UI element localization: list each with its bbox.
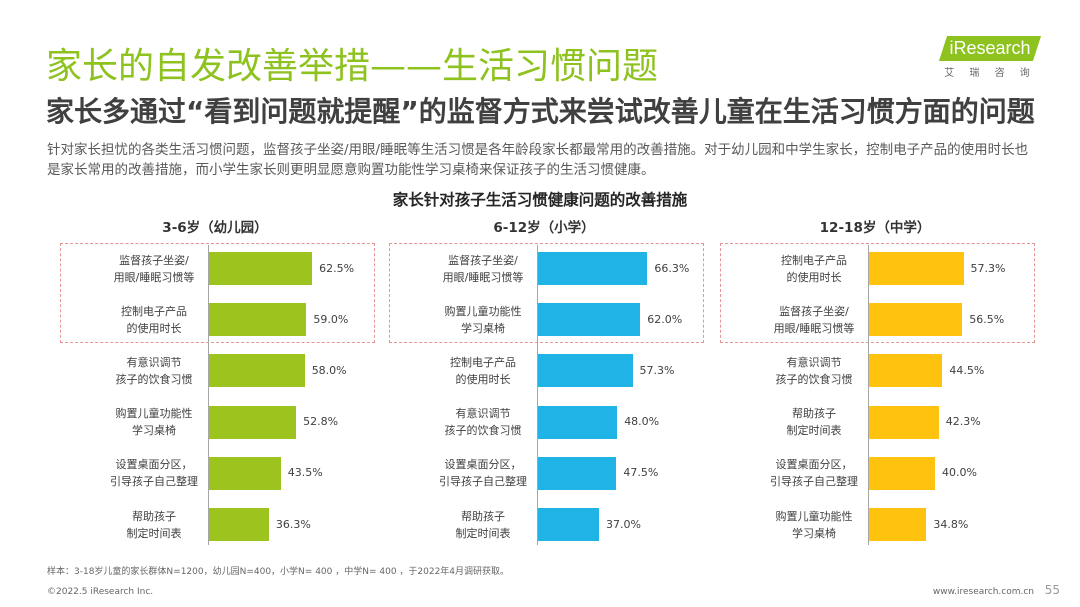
category-label: 监督孩子坐姿/ 用眼/睡眠习惯等: [435, 251, 531, 286]
bar: [869, 252, 964, 285]
data-label: 57.3%: [640, 363, 675, 379]
figure-title: 家长针对孩子生活习惯健康问题的改善措施: [0, 190, 1080, 210]
bar: [538, 303, 640, 336]
page-subtitle: 家长多通过“看到问题就提醒”的监督方式来尝试改善儿童在生活习惯方面的问题: [46, 94, 1035, 130]
website-url: www.iresearch.com.cn: [933, 586, 1034, 598]
logo-wordmark: iResearch: [938, 36, 1042, 61]
category-label: 购置儿童功能性 学习桌椅: [435, 302, 531, 337]
bar: [209, 457, 281, 490]
category-label: 设置桌面分区， 引导孩子自己整理: [766, 456, 862, 491]
category-label: 购置儿童功能性 学习桌椅: [766, 507, 862, 542]
category-label: 有意识调节 孩子的饮食习惯: [766, 353, 862, 388]
bar: [209, 508, 269, 541]
category-label: 帮助孩子 制定时间表: [766, 405, 862, 440]
data-label: 48.0%: [624, 414, 659, 430]
bar: [538, 252, 647, 285]
copyright: ©2022.5 iResearch Inc.: [47, 586, 153, 598]
axis-line: [208, 245, 209, 545]
chart-panel-middle-school: 12-18岁（中学） 控制电子产品 的使用时长 57.3% 监督孩子坐姿/ 用眼/睡…: [720, 218, 1035, 553]
category-label: 控制电子产品 的使用时长: [435, 353, 531, 388]
data-label: 34.8%: [933, 517, 968, 533]
panel-title: 6-12岁（小学）: [444, 218, 644, 238]
data-label: 47.5%: [623, 465, 658, 481]
page-number: 55: [1045, 582, 1060, 598]
data-label: 36.3%: [276, 517, 311, 533]
category-label: 帮助孩子 制定时间表: [435, 507, 531, 542]
panel-title: 12-18岁（中学）: [775, 218, 975, 238]
bar: [869, 457, 935, 490]
bar: [209, 303, 306, 336]
data-label: 40.0%: [942, 465, 977, 481]
data-label: 52.8%: [303, 414, 338, 430]
bar: [209, 406, 296, 439]
bar: [869, 303, 962, 336]
chart-panel-kindergarten: 3-6岁（幼儿园） 监督孩子坐姿/ 用眼/睡眠习惯等 62.5% 控制电子产品 的使…: [60, 218, 375, 553]
category-label: 帮助孩子 制定时间表: [106, 507, 202, 542]
category-label: 设置桌面分区， 引导孩子自己整理: [106, 456, 202, 491]
bar: [869, 508, 926, 541]
data-label: 56.5%: [969, 312, 1004, 328]
axis-line: [868, 245, 869, 545]
category-label: 有意识调节 孩子的饮食习惯: [435, 405, 531, 440]
data-label: 42.3%: [946, 414, 981, 430]
category-label: 控制电子产品 的使用时长: [106, 302, 202, 337]
chart-panel-primary-school: 6-12岁（小学） 监督孩子坐姿/ 用眼/睡眠习惯等 66.3% 购置儿童功能性 学…: [389, 218, 704, 553]
bar: [869, 406, 939, 439]
panel-title: 3-6岁（幼儿园）: [115, 218, 315, 238]
data-label: 59.0%: [313, 312, 348, 328]
bar: [538, 457, 616, 490]
bar: [538, 354, 633, 387]
summary-text: 针对家长担忧的各类生活习惯问题，监督孩子坐姿/用眼/睡眠等生活习惯是各年龄段家长…: [47, 140, 1035, 180]
axis-line: [537, 245, 538, 545]
data-label: 62.5%: [319, 261, 354, 277]
category-label: 设置桌面分区， 引导孩子自己整理: [435, 456, 531, 491]
logo-chinese-name: 艾 瑞 咨 询: [938, 67, 1042, 81]
data-label: 66.3%: [654, 261, 689, 277]
iresearch-logo: iResearch 艾 瑞 咨 询: [938, 36, 1042, 84]
data-label: 58.0%: [312, 363, 347, 379]
data-label: 43.5%: [288, 465, 323, 481]
category-label: 购置儿童功能性 学习桌椅: [106, 405, 202, 440]
category-label: 有意识调节 孩子的饮食习惯: [106, 353, 202, 388]
data-label: 62.0%: [647, 312, 682, 328]
category-label: 监督孩子坐姿/ 用眼/睡眠习惯等: [106, 251, 202, 286]
page-title: 家长的自发改善举措——生活习惯问题: [46, 46, 658, 88]
bar: [869, 354, 942, 387]
category-label: 监督孩子坐姿/ 用眼/睡眠习惯等: [766, 302, 862, 337]
bar: [538, 508, 599, 541]
bar: [209, 354, 305, 387]
data-label: 37.0%: [606, 517, 641, 533]
category-label: 控制电子产品 的使用时长: [766, 251, 862, 286]
data-label: 57.3%: [971, 261, 1006, 277]
bar: [209, 252, 312, 285]
sample-note: 样本：3-18岁儿童的家长群体N=1200，幼儿园N=400，小学N= 400 …: [47, 566, 509, 578]
data-label: 44.5%: [949, 363, 984, 379]
bar: [538, 406, 617, 439]
